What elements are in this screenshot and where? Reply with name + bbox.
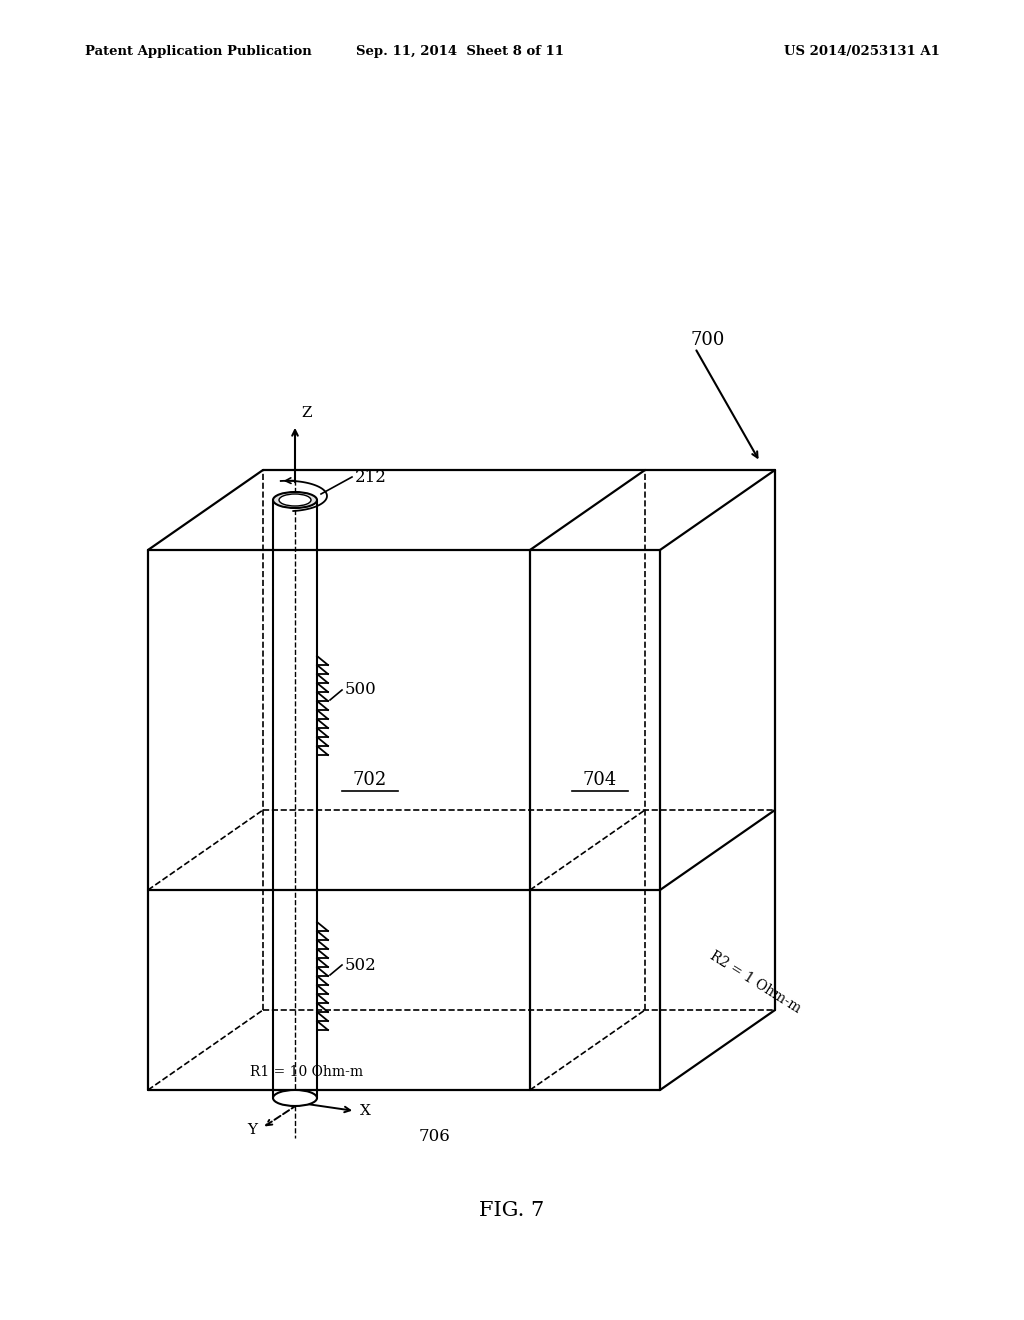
Text: FIG. 7: FIG. 7 — [479, 1200, 545, 1220]
Text: 502: 502 — [345, 957, 377, 974]
Text: 706: 706 — [419, 1129, 451, 1144]
Text: Y: Y — [247, 1123, 257, 1137]
Text: 212: 212 — [355, 469, 387, 486]
Text: Sep. 11, 2014  Sheet 8 of 11: Sep. 11, 2014 Sheet 8 of 11 — [356, 45, 564, 58]
Text: 704: 704 — [583, 771, 617, 789]
Text: Patent Application Publication: Patent Application Publication — [85, 45, 311, 58]
Ellipse shape — [273, 1090, 317, 1106]
Text: Z: Z — [301, 407, 311, 420]
Text: X: X — [360, 1104, 371, 1118]
Text: 700: 700 — [690, 331, 724, 348]
Text: R2 = 1 Ohm-m: R2 = 1 Ohm-m — [708, 949, 803, 1015]
Text: 500: 500 — [345, 681, 377, 698]
Ellipse shape — [273, 492, 317, 508]
Text: 702: 702 — [353, 771, 387, 789]
Ellipse shape — [279, 494, 311, 506]
Text: R1 = 10 Ohm-m: R1 = 10 Ohm-m — [250, 1065, 364, 1078]
Text: US 2014/0253131 A1: US 2014/0253131 A1 — [784, 45, 940, 58]
